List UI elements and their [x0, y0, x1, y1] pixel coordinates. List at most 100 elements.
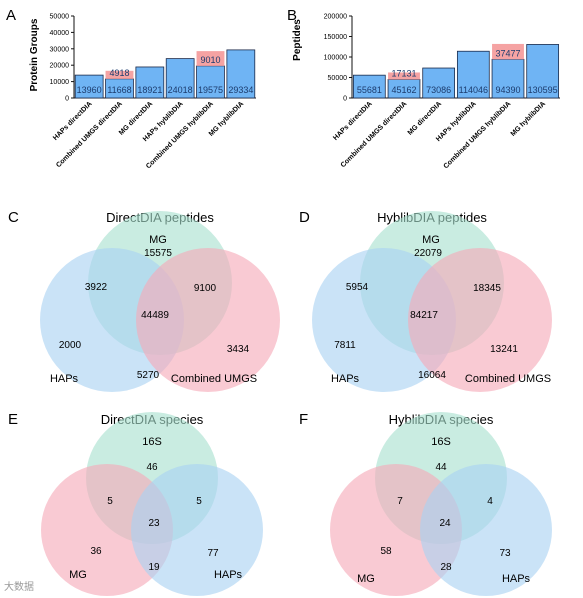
bar-stack-label: 9010	[200, 55, 220, 65]
venn-set-label: 16S	[431, 436, 451, 448]
venn-region-count: 9100	[194, 283, 217, 294]
venn-region-count: 77	[207, 548, 219, 559]
venn-region-count: 58	[380, 546, 392, 557]
venn-circle-right	[136, 248, 280, 392]
venn-set-label: HAPs	[331, 373, 360, 385]
venn-region-count: 3922	[85, 282, 108, 293]
x-category-label: Combined UMGS directDIA	[340, 100, 409, 169]
venn-region-count: 5270	[137, 370, 160, 381]
y-tick-label: 10000	[50, 79, 70, 86]
venn-circle-right	[408, 248, 552, 392]
bar-stack-label: 37477	[495, 48, 520, 58]
venn-region-count: 44	[435, 462, 447, 473]
venn-circle-right	[131, 464, 263, 596]
venn-region-count: 22079	[414, 248, 442, 259]
venn-region-count: 5	[107, 496, 113, 507]
bar-value-label: 24018	[168, 85, 193, 95]
venn-region-count: 23	[148, 518, 160, 529]
bar-chart-peptides: 050000100000150000200000Peptides55681HAP…	[292, 14, 560, 170]
venn-set-label: MG	[149, 234, 167, 246]
venn-region-count: 4	[487, 496, 493, 507]
venn-set-label: MG	[422, 234, 440, 246]
bar-stack-label: 4918	[109, 68, 129, 78]
venn-region-count: 5954	[346, 282, 369, 293]
venn-region-count: 3434	[227, 344, 250, 355]
venn-set-label: 16S	[142, 436, 162, 448]
bar-stack-segment	[105, 70, 134, 79]
bar	[456, 50, 490, 99]
bar-value-label: 11668	[107, 85, 131, 95]
bar-value-label: 55681	[357, 85, 382, 95]
x-category-label: Combined UMGS hyblibDIA	[145, 100, 215, 170]
watermark-text: 大数据	[4, 582, 34, 593]
bar-stack-segment	[196, 51, 225, 66]
venn-set-label: HAPs	[50, 373, 79, 385]
y-axis-label: Peptides	[292, 19, 303, 61]
bar	[491, 58, 525, 99]
venn-set-label: Combined UMGS	[171, 373, 257, 385]
venn-region-count: 15575	[144, 248, 172, 259]
y-tick-label: 100000	[324, 55, 347, 62]
panel-letter-c: C	[8, 209, 19, 226]
bar	[422, 67, 456, 99]
y-tick-label: 0	[65, 96, 69, 103]
bar	[74, 74, 104, 99]
venn-region-count: 13241	[490, 344, 518, 355]
panel-letter-d: D	[299, 209, 310, 226]
x-category-label: MG hyblibDIA	[510, 100, 547, 137]
venn-region-count: 46	[146, 462, 158, 473]
bar	[226, 49, 256, 99]
bar	[135, 66, 165, 99]
venn-region-count: 2000	[59, 340, 82, 351]
y-tick-label: 20000	[50, 63, 70, 70]
x-category-label: Combined UMGS directDIA	[55, 100, 124, 169]
venn-region-count: 44489	[141, 310, 169, 321]
venn-region-count: 7	[397, 496, 403, 507]
y-tick-label: 150000	[324, 34, 347, 41]
venn-region-count: 84217	[410, 310, 438, 321]
y-tick-label: 40000	[50, 30, 70, 37]
venn-set-label: MG	[69, 569, 87, 581]
y-tick-label: 50000	[328, 75, 348, 82]
bar	[526, 44, 560, 99]
venn-set-label: Combined UMGS	[465, 373, 551, 385]
venn-region-count: 18345	[473, 283, 501, 294]
venn-set-label: HAPs	[214, 569, 243, 581]
y-tick-label: 30000	[50, 46, 70, 53]
bar-value-label: 13960	[77, 85, 102, 95]
bar-value-label: 19575	[198, 85, 223, 95]
venn-hyblibdia-species: HyblibDIA species44742458732816SMGHAPs	[330, 412, 552, 596]
x-category-label: MG directDIA	[407, 100, 443, 136]
bar-value-label: 114046	[459, 85, 488, 95]
venn-set-label: MG	[357, 573, 375, 585]
venn-circle-right	[420, 464, 552, 596]
y-tick-label: 0	[343, 96, 347, 103]
y-tick-label: 50000	[50, 14, 70, 21]
panel-letter-b: B	[287, 7, 297, 24]
panel-letter-e: E	[8, 411, 18, 428]
bar	[196, 65, 225, 99]
x-category-label: Combined UMGS hyblibDIA	[443, 100, 513, 170]
venn-region-count: 5	[196, 496, 202, 507]
venn-region-count: 36	[90, 546, 102, 557]
venn-region-count: 19	[148, 562, 160, 573]
bar	[352, 74, 386, 99]
bar-value-label: 94390	[495, 85, 520, 95]
venn-region-count: 28	[440, 562, 452, 573]
panel-letter-f: F	[299, 411, 308, 428]
bar-stack-segment	[388, 72, 420, 80]
panel-letter-a: A	[6, 7, 16, 24]
bar-value-label: 18921	[137, 85, 162, 95]
venn-set-label: HAPs	[502, 573, 531, 585]
bar-stack-label: 17131	[391, 68, 416, 78]
bar-value-label: 130595	[528, 85, 558, 95]
venn-region-count: 16064	[418, 370, 446, 381]
venn-region-count: 7811	[334, 340, 356, 351]
bar-value-label: 29334	[228, 85, 253, 95]
bar-chart-protein-groups: 0 10000 20000 30000 40000 50000 Protein Groups…	[29, 14, 256, 170]
venn-directdia-peptides: DirectDIA peptides1557539229100444892000…	[40, 210, 280, 392]
y-axis-label: Protein Groups	[29, 18, 40, 91]
venn-directdia-species: DirectDIA species46552336771916SMGHAPs	[41, 412, 263, 596]
bar	[165, 58, 195, 99]
